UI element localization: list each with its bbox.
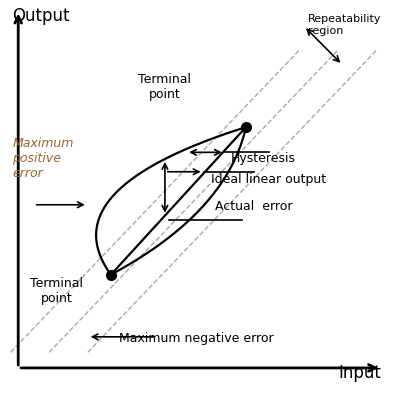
Text: Maximum
positive
error: Maximum positive error [12,137,74,180]
Text: Input: Input [338,364,381,381]
Text: Output: Output [12,7,70,25]
Text: Hysteresis: Hysteresis [230,152,296,165]
Text: Actual  error: Actual error [215,200,293,213]
Text: Terminal
point: Terminal point [30,277,83,305]
Text: Maximum negative error: Maximum negative error [118,332,273,345]
Text: Terminal
point: Terminal point [138,73,192,101]
Text: Repeatability
region: Repeatability region [308,15,381,36]
Text: Ideal linear output: Ideal linear output [211,173,326,186]
